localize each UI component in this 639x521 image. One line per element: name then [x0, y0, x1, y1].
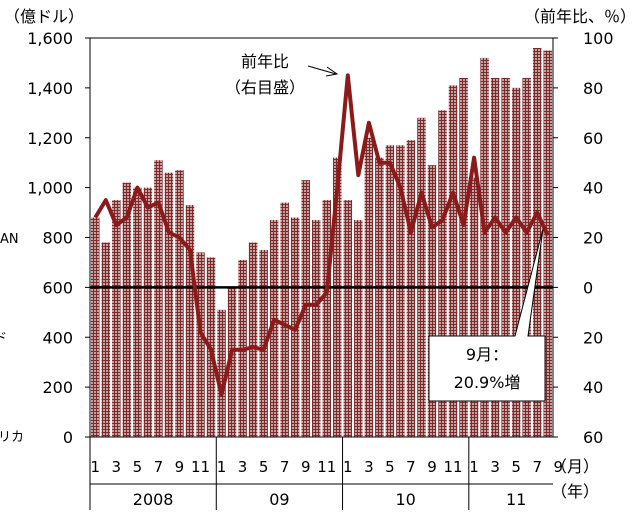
right-tick-label: 80 — [583, 79, 603, 98]
month-label: 7 — [406, 458, 416, 476]
line-label-title: 前年比 — [241, 52, 289, 71]
month-label: 9 — [427, 458, 437, 476]
bar — [375, 158, 384, 437]
right-tick-label: 60 — [583, 428, 603, 447]
bar — [196, 252, 205, 437]
callout-month: 9月： — [466, 345, 508, 364]
right-axis-unit: （前年比、％） — [524, 7, 636, 26]
left-tick-label: 1,200 — [27, 129, 73, 148]
month-label: 3 — [112, 458, 122, 476]
month-label: 1 — [469, 458, 479, 476]
month-label: 3 — [238, 458, 248, 476]
bar — [323, 200, 332, 437]
left-tick-label: 800 — [42, 229, 73, 248]
bar — [112, 200, 121, 437]
callout-value: 20.9%増 — [454, 373, 521, 392]
left-tick-label: 600 — [42, 278, 73, 297]
left-axis: 0 200 400 600 800 1,000 1,200 1,400 1,600 — [27, 29, 90, 447]
bar — [165, 173, 174, 437]
year-label: 09 — [269, 490, 289, 509]
left-tick-label: 1,000 — [27, 179, 73, 198]
bar — [133, 188, 142, 437]
month-label: 3 — [490, 458, 500, 476]
month-label: 5 — [511, 458, 521, 476]
bar — [344, 200, 353, 437]
month-label: 5 — [133, 458, 143, 476]
year-label: 2008 — [133, 490, 174, 509]
right-tick-label: 40 — [583, 378, 603, 397]
month-label: 9 — [301, 458, 311, 476]
month-label: 7 — [280, 458, 290, 476]
month-label: 1 — [217, 458, 227, 476]
bar — [186, 205, 195, 437]
right-tick-label: 0 — [583, 278, 593, 297]
bar — [280, 203, 289, 437]
x-axis-month-unit: （月） — [551, 457, 599, 476]
bar — [102, 242, 111, 437]
bar — [312, 220, 321, 437]
right-tick-label: 40 — [583, 179, 603, 198]
right-axis: 60 40 20 0 20 40 60 80 100 — [553, 29, 614, 447]
month-label: 1 — [90, 458, 100, 476]
left-tick-label: 0 — [63, 428, 73, 447]
month-label: 1 — [343, 458, 353, 476]
left-axis-unit: （億ドル） — [4, 7, 84, 26]
bar — [91, 218, 100, 437]
line-label-axis-note: （右目盛） — [225, 78, 305, 97]
left-tick-label: 200 — [42, 378, 73, 397]
right-tick-label: 100 — [583, 29, 614, 48]
clipped-left-label-2: ド — [0, 331, 7, 346]
month-label: 5 — [385, 458, 395, 476]
bar — [354, 220, 363, 437]
left-tick-label: 1,600 — [27, 29, 73, 48]
left-tick-label: 400 — [42, 328, 73, 347]
right-tick-label: 20 — [583, 229, 603, 248]
left-tick-label: 1,400 — [27, 79, 73, 98]
bar — [249, 242, 258, 437]
year-label: 11 — [506, 490, 526, 509]
x-axis-year-unit: （年） — [551, 482, 599, 501]
bar — [417, 118, 426, 437]
month-label: 3 — [364, 458, 374, 476]
clipped-left-label-3: リカ — [0, 430, 24, 445]
bar — [386, 145, 395, 437]
year-label: 10 — [396, 490, 416, 509]
month-label: 7 — [532, 458, 542, 476]
month-label: 7 — [154, 458, 164, 476]
month-label: 11 — [317, 458, 336, 476]
month-label: 11 — [191, 458, 210, 476]
right-tick-label: 60 — [583, 129, 603, 148]
clipped-left-label-1: AN — [0, 232, 19, 247]
month-label: 11 — [443, 458, 462, 476]
month-label: 5 — [259, 458, 269, 476]
right-tick-label: 20 — [583, 328, 603, 347]
bar — [175, 170, 184, 437]
bar — [144, 188, 153, 437]
month-label: 9 — [175, 458, 185, 476]
